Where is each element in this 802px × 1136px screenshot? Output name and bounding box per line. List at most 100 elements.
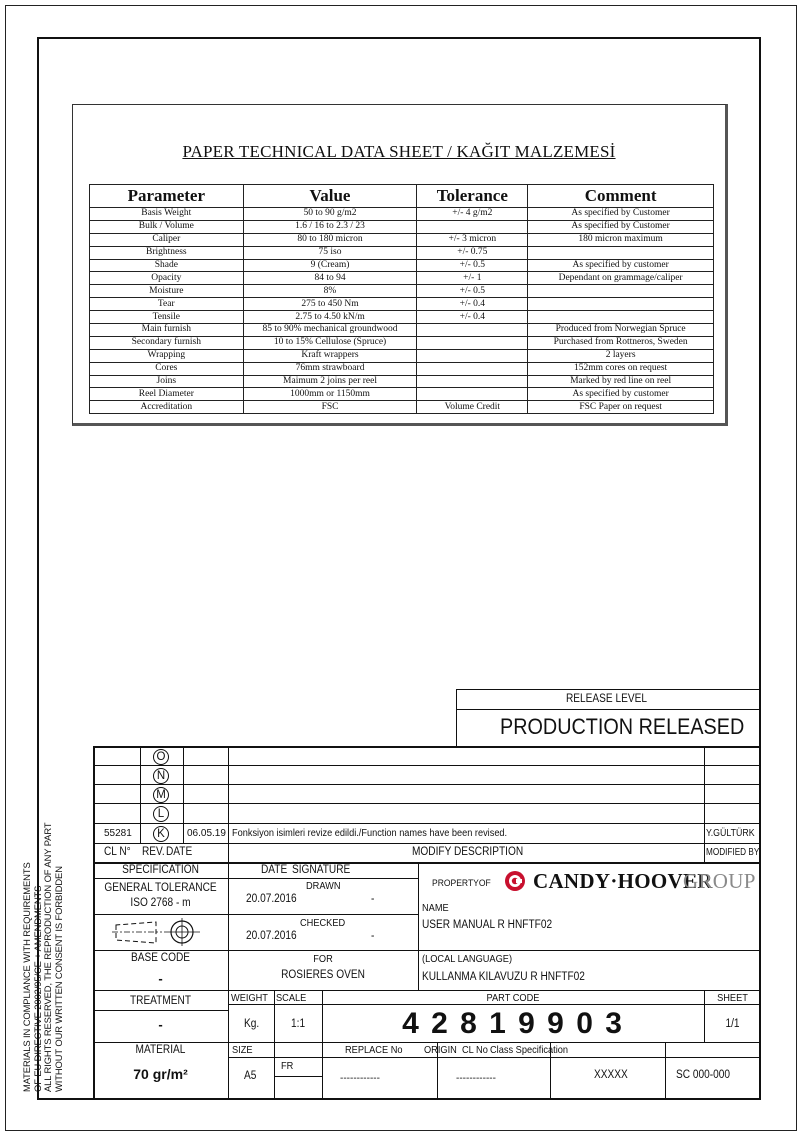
treatment-label: TREATMENT [129, 995, 192, 1007]
header-parameter: Parameter [89, 184, 244, 208]
value-cell: 8% [242, 284, 418, 299]
scale-value: 1:1 [291, 1018, 306, 1030]
spec-row: Wrapping Kraft wrappers 2 layers [89, 348, 714, 363]
name-label: NAME [422, 902, 449, 914]
spec-row: Brightness 75 iso +/- 0.75 [89, 245, 714, 260]
drawn-signature: - [371, 893, 375, 905]
tolerance-cell [416, 374, 529, 389]
spec-header-row: Parameter Value Tolerance Comment [89, 184, 714, 208]
rev-letter-k: K [153, 826, 169, 842]
tolerance-cell: +/- 0.5 [416, 258, 529, 273]
param-cell: Tear [89, 297, 244, 312]
cl-no-label: CL No [462, 1044, 488, 1056]
sheet-value: 1/1 [725, 1018, 740, 1030]
local-language-label: (LOCAL LANGUAGE) [422, 953, 513, 965]
origin-label: ORIGIN [424, 1044, 457, 1056]
value-cell: 9 (Cream) [242, 258, 418, 273]
comment-cell: Dependant on grammage/caliper [527, 271, 714, 286]
base-code-value: - [158, 971, 163, 986]
spec-row: Main furnish 85 to 90% mechanical groundw… [89, 323, 714, 337]
spec-row: Tensile 2.75 to 4.50 kN/m +/- 0.4 [89, 310, 714, 325]
comment-cell [527, 297, 714, 312]
drawing-frame [37, 37, 761, 1100]
comment-cell: As specified by Customer [527, 219, 714, 234]
rev-modified-by: Y.GÜLTÜRK [706, 828, 755, 839]
release-level-label: RELEASE LEVEL [566, 693, 648, 705]
sheet-border [5, 5, 797, 1131]
material-value: 70 gr/m² [133, 1066, 188, 1082]
value-cell: 76mm strawboard [242, 361, 418, 376]
release-status: PRODUCTION RELEASED [500, 714, 745, 739]
side-note-line1: MATERIALS IN COMPLIANCE WITH REQUIREMENT… [21, 862, 32, 1092]
value-cell: 10 to 15% Cellulose (Spruce) [242, 335, 418, 350]
origin-value: ------------ [456, 1073, 496, 1084]
tolerance-cell: +/- 1 [416, 271, 529, 286]
weight-label: WEIGHT [231, 992, 268, 1004]
spec-row: Joins Maimum 2 joins per reel Marked by re… [89, 374, 714, 389]
param-cell: Secondary furnish [89, 335, 244, 350]
comment-cell [527, 310, 714, 325]
value-cell: 1000mm or 1150mm [242, 387, 418, 402]
comment-cell: As specified by customer [527, 258, 714, 273]
tolerance-cell [416, 323, 529, 337]
param-cell: Joins [89, 374, 244, 389]
side-note-line4: WITHOUT OUR WRITTEN CONSENT IS FORBIDDEN [52, 866, 64, 1092]
rev-letter-o: O [153, 749, 169, 765]
param-cell: Main furnish [89, 323, 244, 337]
param-cell: Brightness [89, 245, 244, 260]
value-cell: Maimum 2 joins per reel [242, 374, 418, 389]
spec-row: Secondary furnish 10 to 15% Cellulose (Sp… [89, 335, 714, 350]
local-language-value: KULLANMA KILAVUZU R HNFTF02 [422, 971, 585, 983]
tolerance-cell: +/- 3 micron [416, 232, 529, 247]
drawn-date: 20.07.2016 [246, 893, 297, 905]
spec-row: Reel Diameter 1000mm or 1150mm As specifie… [89, 387, 714, 402]
param-cell: Accreditation [89, 400, 244, 415]
comment-cell [527, 245, 714, 260]
technical-data-sheet: PAPER TECHNICAL DATA SHEET / KAĞIT MALZE… [72, 104, 728, 426]
spec-row: Moisture 8% +/- 0.5 [89, 284, 714, 299]
tolerance-cell [416, 335, 529, 350]
value-cell: 50 to 90 g/m2 [242, 207, 418, 221]
param-cell: Cores [89, 361, 244, 376]
size-label: SIZE [232, 1044, 253, 1056]
property-of-label: PROPERTYOF [432, 878, 491, 889]
comment-cell: FSC Paper on request [527, 400, 714, 415]
tolerance-cell [416, 361, 529, 376]
header-date: DATE [166, 846, 193, 858]
rev-letter-l: L [153, 806, 169, 822]
header-cl-no: CL N° [104, 846, 131, 858]
specification-label: SPECIFICATION [122, 864, 199, 876]
rev-letter-n: N [153, 768, 169, 784]
side-legal-note: MATERIALS IN COMPLIANCE WITH REQUIREMENT… [21, 822, 64, 1092]
spec-row: Opacity 84 to 94 +/- 1 Dependant on grammag… [89, 271, 714, 286]
comment-cell: 180 micron maximum [527, 232, 714, 247]
rev-description: Fonksiyon isimleri revize edildi./Functi… [232, 828, 508, 839]
class-specification-label: Class Specification [490, 1044, 569, 1056]
material-label: MATERIAL [135, 1044, 186, 1056]
value-cell: 75 iso [242, 245, 418, 260]
comment-cell: Produced from Norwegian Spruce [527, 323, 714, 337]
side-note-line3: ALL RIGHTS RESERVED, THE REPRODUCTION OF… [42, 822, 53, 1092]
brand-group: GROUP [683, 869, 756, 893]
scale-label: SCALE [276, 992, 307, 1004]
treatment-value: - [158, 1017, 163, 1032]
comment-cell: 2 layers [527, 348, 714, 363]
spec-row: Caliper 80 to 180 micron +/- 3 micron 180 m… [89, 232, 714, 247]
drawn-label: DRAWN [306, 880, 341, 892]
spec-row: Tear 275 to 450 Nm +/- 0.4 [89, 297, 714, 312]
header-tolerance: Tolerance [416, 184, 529, 208]
brand-name: CANDY·HOOVER [533, 869, 713, 893]
tolerance-cell [416, 348, 529, 363]
spec-row: Bulk / Volume 1.6 / 16 to 2.3 / 23 As spec… [89, 219, 714, 234]
param-cell: Shade [89, 258, 244, 273]
sheet-label: SHEET [717, 992, 748, 1004]
param-cell: Bulk / Volume [89, 219, 244, 234]
value-cell: 84 to 94 [242, 271, 418, 286]
value-cell: Kraft wrappers [242, 348, 418, 363]
datasheet-title: PAPER TECHNICAL DATA SHEET / KAĞIT MALZE… [182, 142, 616, 161]
date-label: DATE [261, 864, 288, 876]
fr-label: FR [281, 1060, 294, 1072]
header-modify-description: MODIFY DESCRIPTION [412, 846, 524, 858]
spec-row: Basis Weight 50 to 90 g/m2 +/- 4 g/m2 As sp… [89, 207, 714, 221]
value-cell: 1.6 / 16 to 2.3 / 23 [242, 219, 418, 234]
